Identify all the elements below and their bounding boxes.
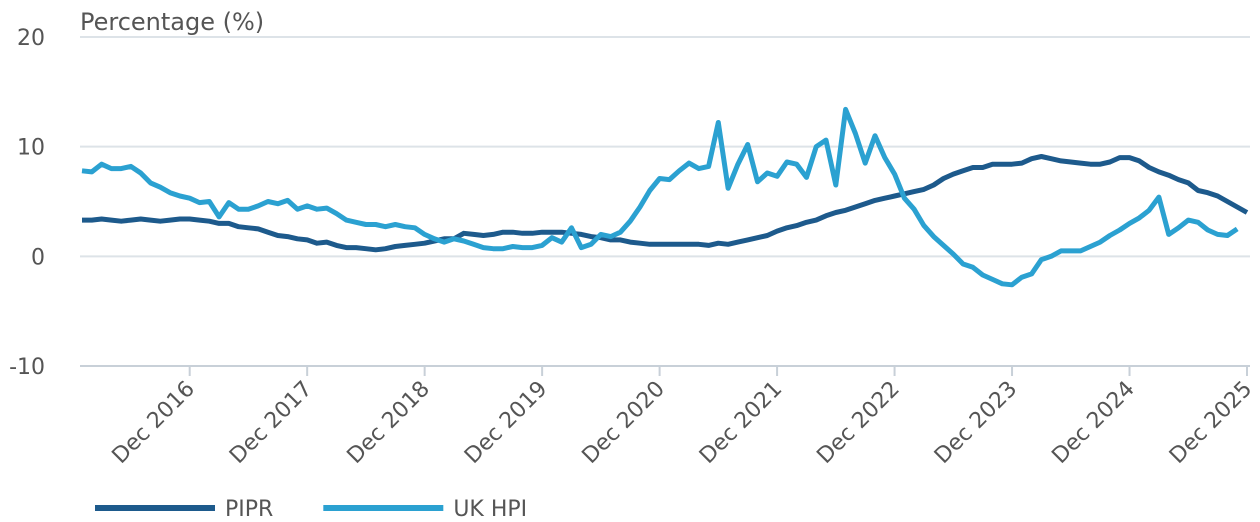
y-tick-label: 10 (17, 136, 45, 161)
x-tick-label: Dec 2022 (812, 377, 904, 469)
y-tick-label: 0 (31, 245, 45, 270)
x-tick-label: Dec 2023 (930, 377, 1022, 469)
x-tick-label: Dec 2021 (695, 377, 787, 469)
x-tick-label: Dec 2020 (578, 377, 670, 469)
y-axis-label: Percentage (%) (80, 8, 264, 36)
x-tick-label: Dec 2019 (460, 377, 552, 469)
x-tick-label: Dec 2025 (1165, 377, 1257, 469)
series-line (82, 154, 1249, 253)
x-tick-label: Dec 2018 (343, 377, 435, 469)
series-line (81, 106, 1239, 288)
y-tick-label: 20 (17, 26, 45, 51)
legend-label: PIPR (225, 497, 273, 522)
x-tick-label: Dec 2016 (108, 377, 200, 469)
x-tick-label: Dec 2017 (225, 377, 317, 469)
legend-label: UK HPI (453, 497, 527, 522)
y-tick-label: -10 (9, 355, 45, 380)
x-tick-label: Dec 2024 (1047, 377, 1139, 469)
